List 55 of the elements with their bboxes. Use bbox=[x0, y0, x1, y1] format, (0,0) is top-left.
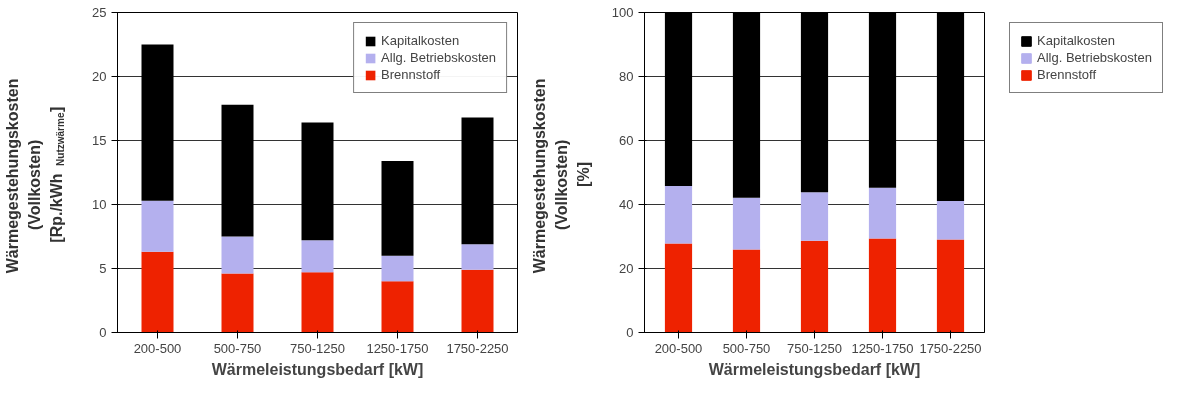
bar bbox=[381, 281, 414, 333]
x-tick-label: 750-1250 bbox=[787, 340, 842, 356]
bar bbox=[461, 269, 494, 333]
y-tick-label: 60 bbox=[619, 133, 634, 148]
y-tick-label: 100 bbox=[611, 5, 634, 20]
bar bbox=[664, 243, 693, 333]
y-tick-label: 0 bbox=[626, 325, 634, 340]
bar bbox=[664, 185, 693, 244]
y-tick-label: 0 bbox=[99, 325, 107, 340]
legend-label: Allg. Betriebskosten bbox=[1037, 50, 1152, 65]
bar bbox=[141, 251, 174, 333]
x-tick-label: 1250-1750 bbox=[851, 340, 914, 356]
y-tick-label: 20 bbox=[92, 69, 107, 84]
y-tick-label: 40 bbox=[619, 197, 634, 212]
legend-label: Brennstoff bbox=[381, 67, 441, 82]
bar bbox=[936, 200, 965, 240]
legend-label: Allg. Betriebskosten bbox=[381, 50, 496, 65]
y-tick-label: 25 bbox=[92, 5, 107, 20]
y-tick-label: 10 bbox=[92, 197, 107, 212]
bar bbox=[141, 200, 174, 252]
x-tick-label: 750-1250 bbox=[290, 340, 345, 356]
x-tick-label: 1750-2250 bbox=[446, 340, 509, 356]
legend-label: Kapitalkosten bbox=[381, 33, 460, 48]
bar bbox=[301, 272, 334, 333]
x-tick-label: 200-500 bbox=[133, 340, 182, 356]
bar bbox=[800, 240, 829, 333]
y-tick-label: 15 bbox=[92, 133, 107, 148]
x-axis-title: Wärmeleistungsbedarf [kW] bbox=[211, 360, 424, 378]
bar bbox=[461, 244, 494, 270]
bar bbox=[461, 117, 494, 245]
bar bbox=[381, 255, 414, 282]
legend-label: Brennstoff bbox=[1037, 67, 1097, 82]
bar bbox=[868, 238, 897, 333]
y-tick-label: 5 bbox=[99, 261, 107, 276]
bar bbox=[301, 122, 334, 241]
x-tick-label: 200-500 bbox=[654, 340, 703, 356]
bar bbox=[732, 197, 761, 250]
y-axis-title: Wärmegestehungskosten (Vollkosten) [%] bbox=[531, 78, 592, 274]
y-tick-label: 80 bbox=[619, 69, 634, 84]
bar bbox=[301, 240, 334, 273]
x-axis-title: Wärmeleistungsbedarf [kW] bbox=[708, 360, 921, 378]
x-tick-label: 1750-2250 bbox=[919, 340, 982, 356]
bar bbox=[732, 249, 761, 333]
bar bbox=[868, 187, 897, 239]
bar bbox=[381, 160, 414, 256]
y-tick-label: 20 bbox=[619, 261, 634, 276]
bar bbox=[800, 192, 829, 241]
bar bbox=[221, 273, 254, 333]
x-tick-label: 500-750 bbox=[722, 340, 771, 356]
bar bbox=[936, 239, 965, 333]
x-tick-label: 500-750 bbox=[213, 340, 262, 356]
bar bbox=[221, 104, 254, 237]
legend-label: Kapitalkosten bbox=[1037, 33, 1116, 48]
bar bbox=[221, 236, 254, 274]
x-tick-label: 1250-1750 bbox=[366, 340, 429, 356]
